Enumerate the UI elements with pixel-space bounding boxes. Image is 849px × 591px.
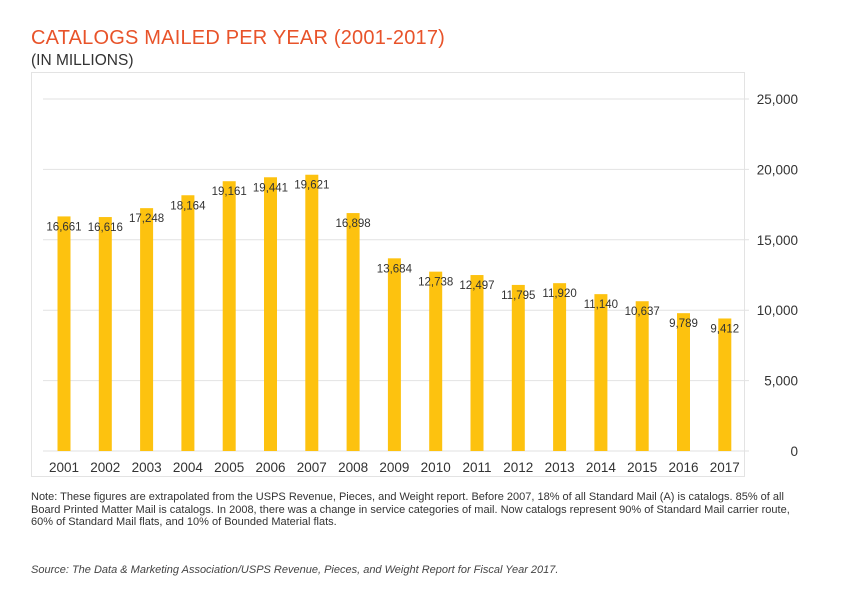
value-label: 16,616 bbox=[88, 222, 123, 234]
x-tick-label: 2017 bbox=[710, 460, 740, 475]
value-label: 18,164 bbox=[170, 200, 206, 212]
value-label: 11,920 bbox=[542, 288, 576, 300]
source-citation: Source: The Data & Marketing Association… bbox=[31, 564, 559, 576]
x-tick-label: 2004 bbox=[173, 460, 204, 475]
value-label: 19,621 bbox=[294, 180, 329, 192]
value-label: 10,637 bbox=[625, 306, 660, 318]
bar-2008 bbox=[346, 213, 360, 451]
value-label: 12,497 bbox=[459, 280, 494, 292]
bars bbox=[57, 174, 732, 451]
bar-2003 bbox=[140, 208, 154, 451]
bar-2005 bbox=[222, 181, 236, 451]
x-tick-label: 2015 bbox=[627, 460, 657, 475]
bar-2014 bbox=[594, 294, 608, 451]
value-label: 9,789 bbox=[669, 318, 698, 330]
bar-2009 bbox=[387, 258, 401, 451]
value-label: 17,248 bbox=[129, 213, 164, 225]
value-label: 16,898 bbox=[336, 218, 371, 230]
value-label: 9,412 bbox=[710, 323, 739, 335]
chart-title: CATALOGS MAILED PER YEAR (2001-2017) bbox=[31, 27, 446, 49]
value-label: 11,795 bbox=[501, 290, 535, 302]
y-axis: 0 5,000 10,000 15,000 20,000 25,000 bbox=[757, 92, 798, 459]
value-label: 13,684 bbox=[377, 263, 413, 275]
value-label: 19,441 bbox=[253, 182, 288, 194]
chart-subtitle: (IN MILLIONS) bbox=[31, 52, 134, 69]
bar-2012 bbox=[511, 284, 525, 451]
footnote: Note: These figures are extrapolated fro… bbox=[31, 491, 790, 528]
value-label: 16,661 bbox=[46, 221, 81, 233]
y-tick-label: 5,000 bbox=[764, 374, 798, 389]
x-tick-label: 2014 bbox=[586, 460, 617, 475]
bar-2017 bbox=[718, 318, 732, 451]
bar-2006 bbox=[264, 177, 277, 451]
bar-2002 bbox=[98, 217, 112, 451]
plot-frame bbox=[31, 72, 745, 477]
y-tick-label: 10,000 bbox=[757, 303, 798, 318]
y-tick-label: 15,000 bbox=[757, 233, 798, 248]
value-labels: 16,661 16,616 17,248 18,164 19,161 19,441 19,6… bbox=[46, 180, 739, 336]
bar-2011 bbox=[470, 275, 484, 451]
x-tick-label: 2009 bbox=[379, 460, 409, 475]
y-tick-label: 20,000 bbox=[757, 162, 798, 177]
value-label: 11,140 bbox=[584, 299, 618, 311]
x-tick-label: 2002 bbox=[90, 460, 120, 475]
x-tick-label: 2003 bbox=[132, 460, 162, 475]
y-tick-label: 25,000 bbox=[757, 92, 798, 107]
bar-2015 bbox=[635, 301, 649, 451]
x-tick-label: 2005 bbox=[214, 460, 244, 475]
bar-2001 bbox=[57, 216, 71, 451]
x-tick-label: 2012 bbox=[503, 460, 533, 475]
x-axis: 2001 2002 2003 2004 2005 2006 2007 2008 2009 2010… bbox=[49, 460, 740, 475]
x-tick-label: 2008 bbox=[338, 460, 368, 475]
x-tick-label: 2011 bbox=[462, 460, 491, 475]
x-tick-label: 2006 bbox=[255, 460, 285, 475]
x-tick-label: 2010 bbox=[421, 460, 451, 475]
x-tick-label: 2007 bbox=[297, 460, 327, 475]
bar-2004 bbox=[181, 195, 195, 451]
bar-2007 bbox=[305, 174, 319, 451]
y-tick-label: 0 bbox=[790, 444, 798, 459]
value-label: 12,738 bbox=[418, 277, 453, 289]
bar-2013 bbox=[553, 283, 567, 451]
value-label: 19,161 bbox=[212, 186, 247, 198]
x-tick-label: 2013 bbox=[545, 460, 575, 475]
x-tick-label: 2001 bbox=[49, 460, 79, 475]
x-tick-label: 2016 bbox=[668, 460, 698, 475]
bar-2010 bbox=[429, 271, 443, 451]
bar-2016 bbox=[677, 313, 690, 451]
